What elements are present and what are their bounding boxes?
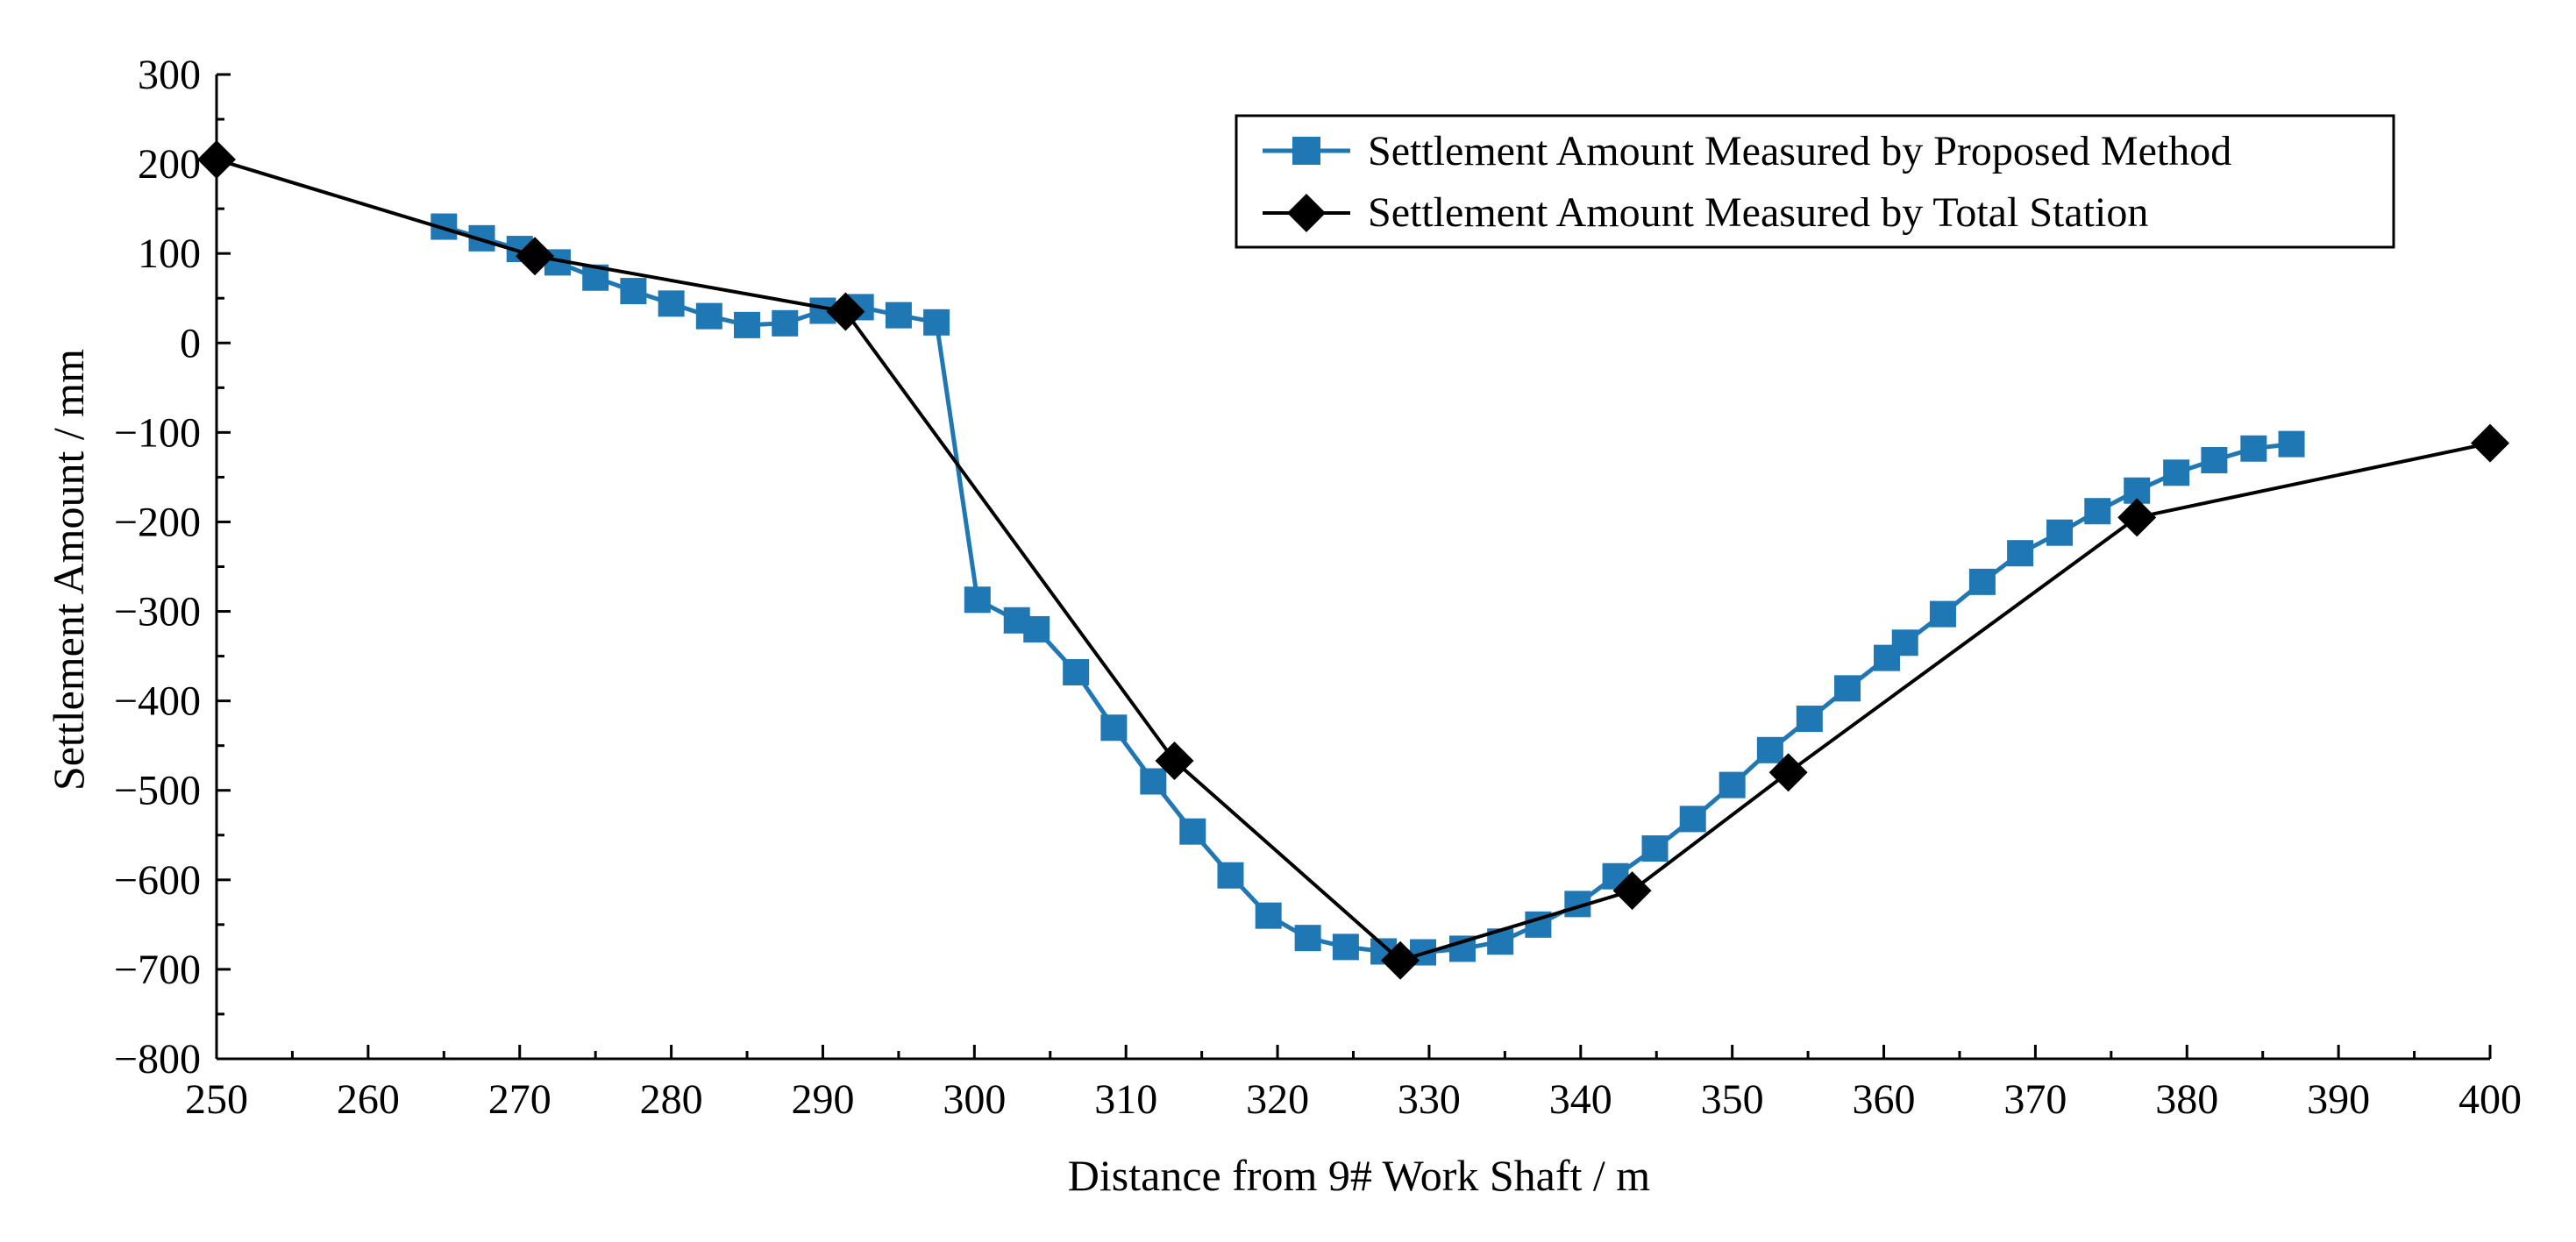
y-tick-label: −200 (114, 499, 201, 545)
y-tick-label: −800 (114, 1036, 201, 1082)
x-tick-label: 390 (2307, 1076, 2370, 1123)
data-point (658, 290, 685, 317)
data-point (1155, 742, 1194, 781)
data-point (2084, 498, 2111, 525)
data-point (964, 586, 991, 614)
data-point (1179, 818, 1206, 845)
data-point (1023, 615, 1050, 642)
data-point (1332, 933, 1359, 961)
x-tick-label: 360 (1853, 1076, 1916, 1123)
data-point (2046, 519, 2074, 546)
y-tick-label: 0 (180, 320, 201, 366)
data-point (1063, 658, 1090, 685)
x-tick-label: 340 (1549, 1076, 1612, 1123)
series-line (216, 158, 2491, 962)
data-point (2201, 447, 2228, 474)
y-tick-label: 100 (138, 231, 201, 277)
x-tick-label: 290 (791, 1076, 854, 1123)
y-tick-label: −400 (114, 678, 201, 725)
data-point (1255, 902, 1282, 929)
legend-label-proposed: Settlement Amount Measured by Proposed M… (1368, 128, 2231, 174)
data-point (1834, 675, 1861, 702)
x-axis-title: Distance from 9# Work Shaft / m (1068, 1151, 1650, 1200)
x-tick-label: 330 (1398, 1076, 1461, 1123)
data-point (734, 311, 761, 338)
data-point (1612, 871, 1652, 911)
x-tick-label: 350 (1701, 1076, 1764, 1123)
data-point (197, 139, 236, 179)
data-point (826, 292, 865, 331)
x-tick-label: 370 (2003, 1076, 2067, 1123)
x-tick-label: 320 (1246, 1076, 1309, 1123)
data-point (1768, 753, 1808, 792)
x-tick-label: 270 (488, 1076, 551, 1123)
series-total-station (197, 139, 2509, 980)
data-point (1929, 600, 1956, 628)
legend-marker-proposed (1292, 137, 1320, 165)
data-point (1381, 940, 1420, 980)
x-axis-ticks: 250 260 270 280 290 300 310 320 330 340 350 360 370 3… (185, 1045, 2522, 1123)
data-point (1641, 835, 1669, 862)
data-point (1968, 568, 1996, 595)
data-point (1140, 768, 1167, 795)
legend-box (1235, 114, 2395, 249)
y-tick-label: −300 (114, 589, 201, 635)
y-tick-label: −100 (114, 409, 201, 456)
data-point (1719, 771, 1746, 798)
x-tick-label: 260 (337, 1076, 400, 1123)
data-point (1294, 925, 1321, 952)
y-axis-title: Settlement Amount / mm (44, 349, 93, 791)
series-line (443, 224, 2292, 955)
data-point (1100, 714, 1128, 742)
data-point (2240, 435, 2267, 462)
data-point (885, 302, 912, 329)
legend: Settlement Amount Measured by Proposed M… (1235, 114, 2395, 249)
data-point (2278, 430, 2305, 458)
x-tick-label: 380 (2155, 1076, 2218, 1123)
legend-label-total: Settlement Amount Measured by Total Stat… (1368, 189, 2148, 236)
x-tick-label: 250 (185, 1076, 248, 1123)
data-point (1756, 736, 1783, 763)
data-point (1796, 706, 1823, 733)
series-proposed-method (431, 213, 2305, 966)
data-point (620, 278, 647, 305)
x-tick-label: 280 (640, 1076, 703, 1123)
x-tick-label: 300 (943, 1076, 1006, 1123)
data-point (2117, 498, 2157, 537)
data-point (2163, 459, 2190, 486)
data-point (1679, 806, 1706, 833)
data-point (516, 237, 555, 276)
data-point (1217, 862, 1244, 889)
y-tick-label: −500 (114, 768, 201, 814)
data-point (772, 309, 799, 337)
data-point (695, 302, 722, 330)
data-point (923, 309, 950, 336)
data-point (2471, 423, 2509, 463)
data-point (1891, 629, 1918, 656)
legend-marker-total (1287, 194, 1326, 232)
y-tick-label: −700 (114, 947, 201, 993)
y-tick-label: −600 (114, 857, 201, 904)
x-tick-label: 310 (1094, 1076, 1157, 1123)
y-tick-label: 300 (138, 52, 201, 98)
y-axis-ticks: 300 200 100 0 −100 −200 −300 −400 −500 −600 −700 −8… (114, 52, 231, 1082)
series-layer (197, 139, 2509, 980)
data-point (2007, 540, 2034, 567)
y-tick-label: 200 (138, 141, 201, 188)
x-tick-label: 400 (2459, 1076, 2522, 1123)
